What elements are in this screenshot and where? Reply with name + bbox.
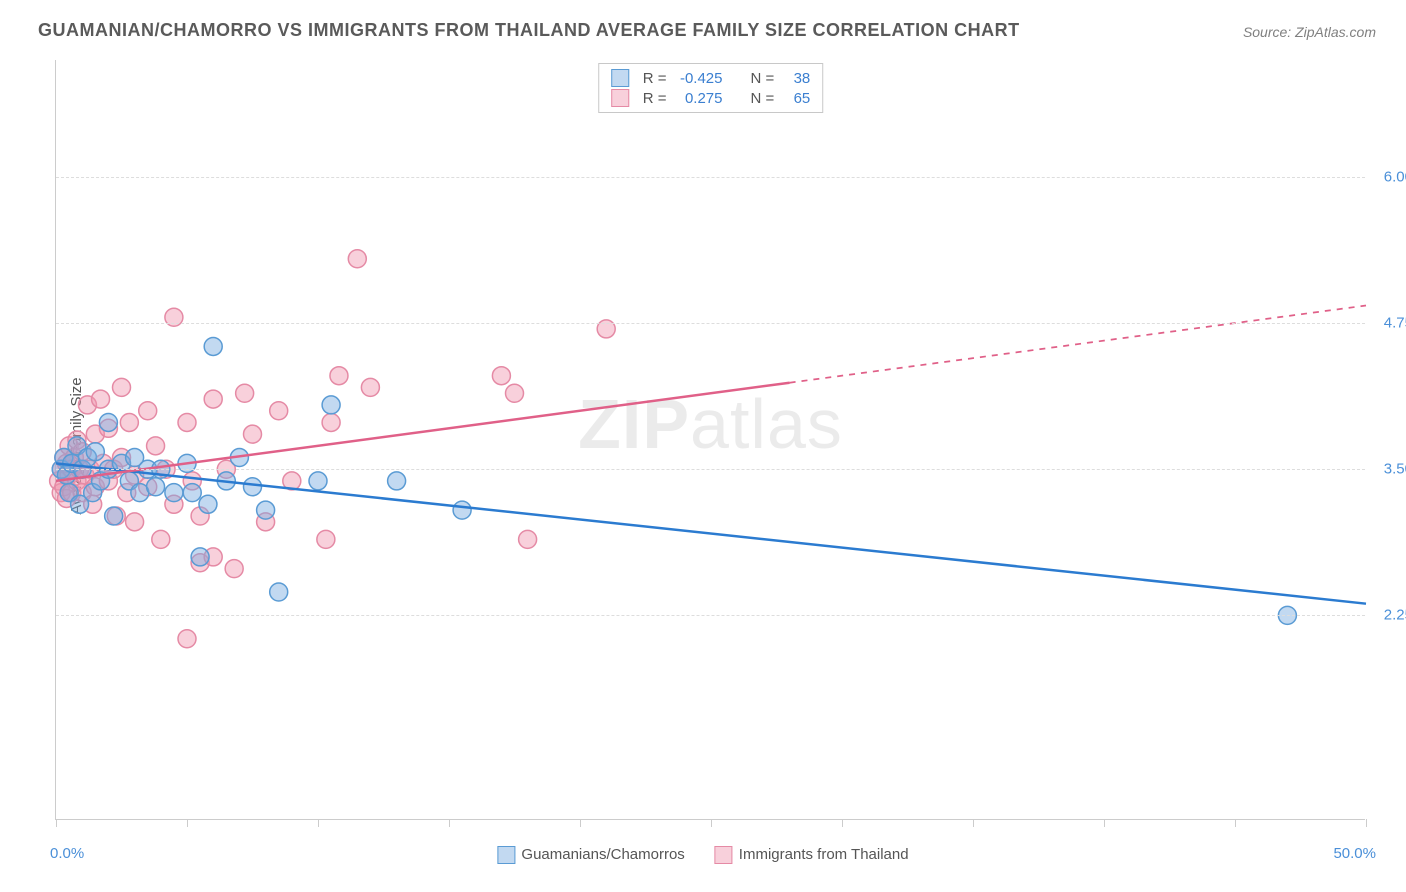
data-point [139,402,157,420]
regression-line-dashed [790,306,1366,383]
stats-n-value: 65 [782,90,810,107]
stats-row: R = 0.275 N = 65 [611,88,811,108]
data-point [309,472,327,490]
stats-legend-box: R = -0.425 N = 38 R = 0.275 N = 65 [598,63,824,113]
stats-n-label: N = [751,90,775,107]
x-tick [580,819,581,827]
gridline [56,615,1365,616]
x-axis-max-label: 50.0% [1333,845,1376,862]
data-point [178,630,196,648]
legend-swatch [715,846,733,864]
data-point [257,501,275,519]
data-point [105,507,123,525]
x-tick [711,819,712,827]
y-tick-label: 3.50 [1384,461,1406,478]
data-point [492,367,510,385]
chart-svg [56,60,1365,819]
data-point [322,396,340,414]
data-point [199,495,217,513]
stats-r-value: -0.425 [675,70,723,87]
data-point [147,478,165,496]
data-point [86,443,104,461]
stats-r-label: R = [643,70,667,87]
plot-area: ZIPatlas R =-0.425N =38R =0.275N =65 2.2… [55,60,1365,820]
y-tick-label: 6.00 [1384,168,1406,185]
data-point [236,384,254,402]
data-point [361,378,379,396]
chart-title: GUAMANIAN/CHAMORRO VS IMMIGRANTS FROM TH… [38,20,1020,41]
x-tick [187,819,188,827]
data-point [165,484,183,502]
data-point [270,402,288,420]
data-point [152,530,170,548]
legend-swatch [497,846,515,864]
data-point [388,472,406,490]
data-point [204,390,222,408]
data-point [99,413,117,431]
stats-r-label: R = [643,90,667,107]
data-point [270,583,288,601]
data-point [204,337,222,355]
data-point [225,560,243,578]
data-point [330,367,348,385]
y-tick-label: 4.75 [1384,315,1406,332]
data-point [183,484,201,502]
gridline [56,469,1365,470]
x-tick [1366,819,1367,827]
legend-swatch [611,69,629,87]
legend-label: Immigrants from Thailand [739,846,909,863]
data-point [120,413,138,431]
legend-label: Guamanians/Chamorros [521,846,684,863]
data-point [322,413,340,431]
data-point [244,425,262,443]
data-point [317,530,335,548]
data-point [113,378,131,396]
x-tick [1104,819,1105,827]
legend-item: Immigrants from Thailand [715,846,909,864]
regression-line [56,463,1366,603]
data-point [453,501,471,519]
data-point [147,437,165,455]
gridline [56,177,1365,178]
x-tick [318,819,319,827]
gridline [56,323,1365,324]
legend-item: Guamanians/Chamorros [497,846,684,864]
stats-n-label: N = [751,70,775,87]
data-point [519,530,537,548]
y-tick-label: 2.25 [1384,607,1406,624]
data-point [92,390,110,408]
x-axis-min-label: 0.0% [50,845,84,862]
x-tick [1235,819,1236,827]
source-attribution: Source: ZipAtlas.com [1243,24,1376,40]
data-point [178,413,196,431]
data-point [348,250,366,268]
stats-r-value: 0.275 [675,90,723,107]
x-tick [842,819,843,827]
data-point [191,548,209,566]
stats-n-value: 38 [782,70,810,87]
data-point [506,384,524,402]
data-point [244,478,262,496]
bottom-legend: Guamanians/Chamorros Immigrants from Thai… [497,846,908,864]
stats-row: R = -0.425 N = 38 [611,68,811,88]
regression-line [56,383,790,481]
x-tick [449,819,450,827]
x-tick [56,819,57,827]
x-tick [973,819,974,827]
legend-swatch [611,89,629,107]
data-point [126,513,144,531]
